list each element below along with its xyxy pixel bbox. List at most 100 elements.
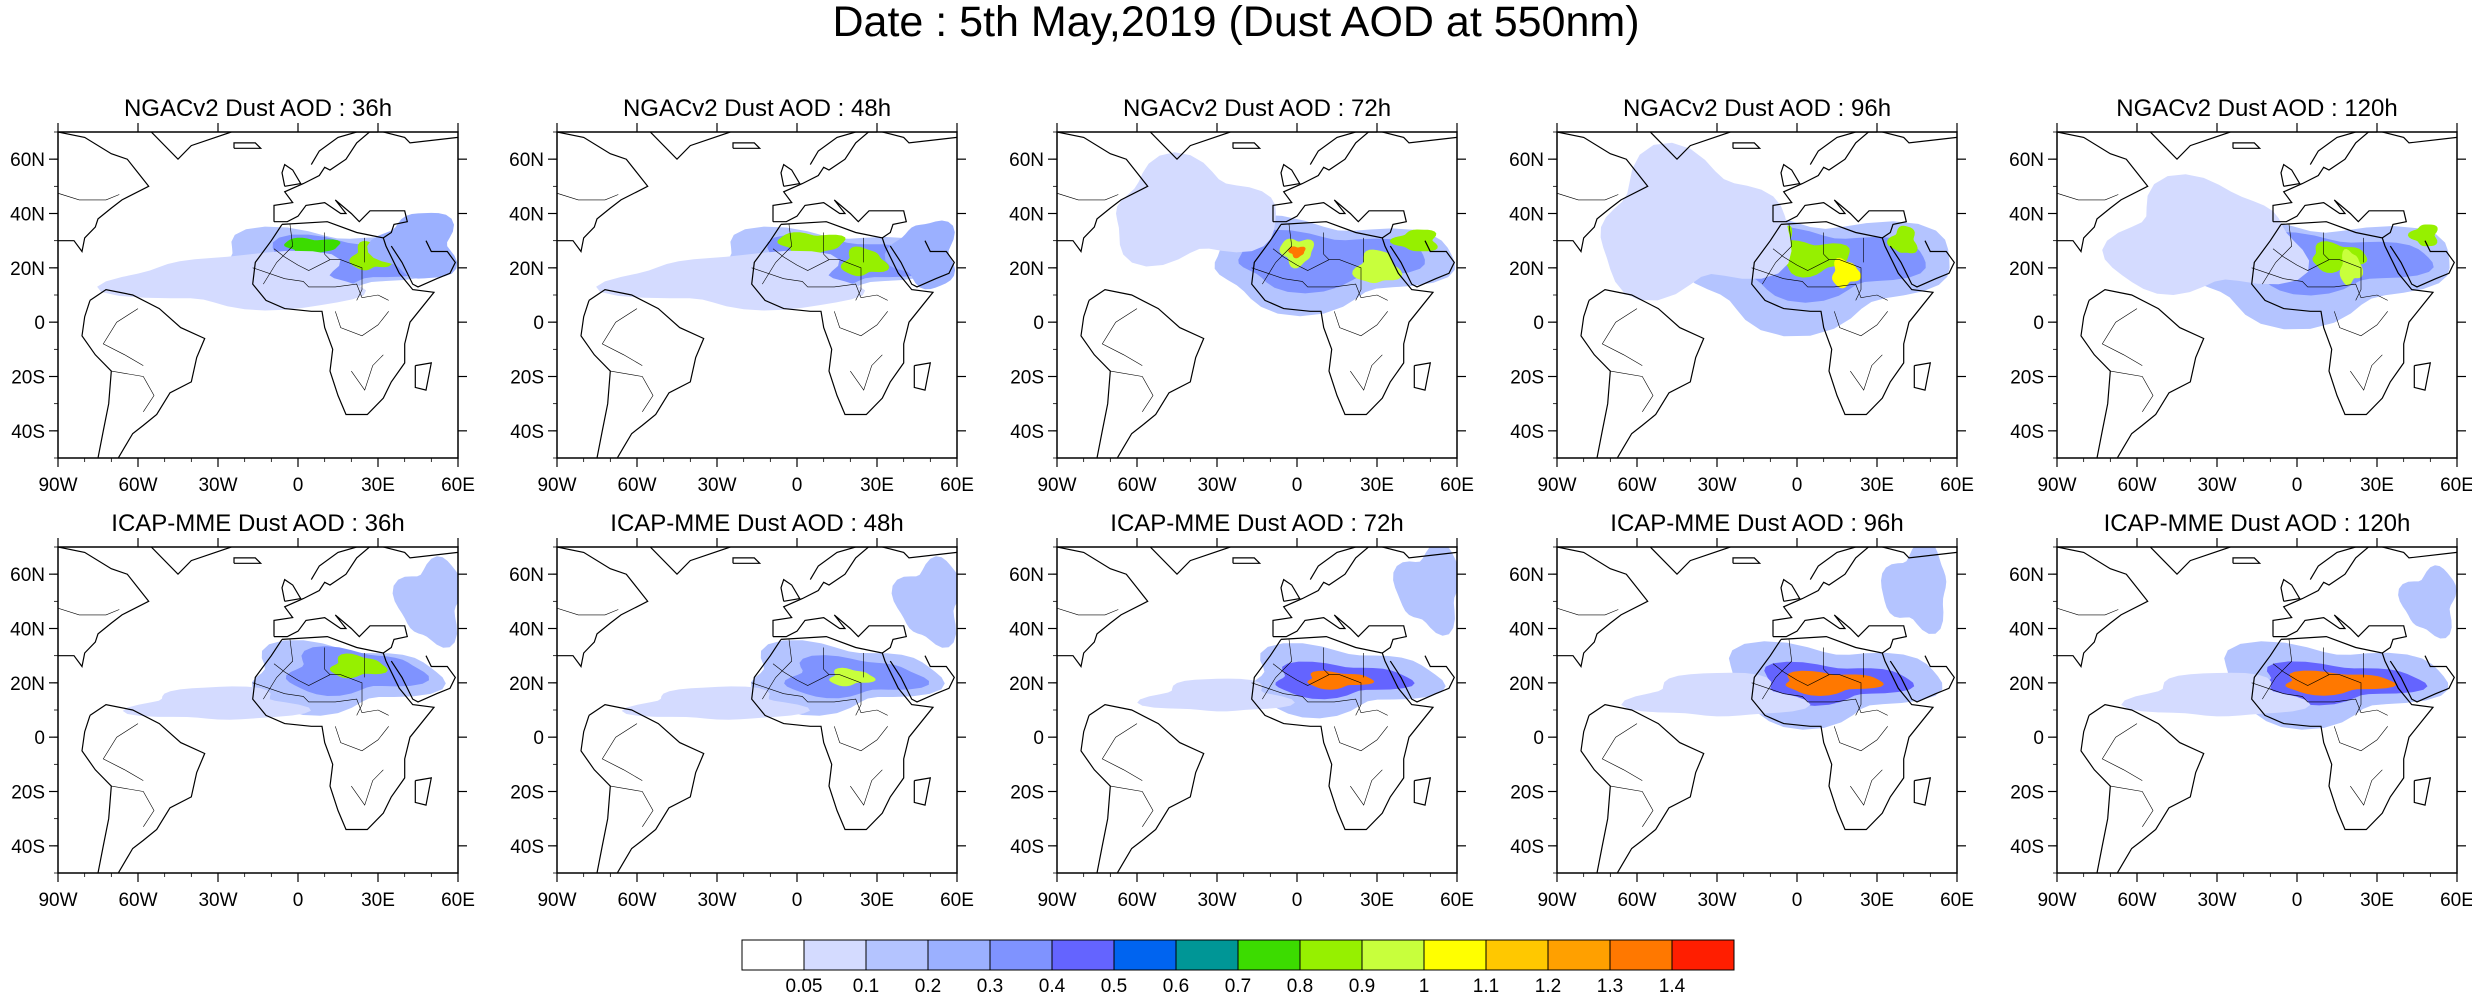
coastline [1389,240,1455,288]
colorbar-swatch [1361,939,1425,971]
y-tick-label: 20N [10,259,45,280]
y-tick-label: 20N [2009,259,2044,280]
country-border [1834,726,1888,752]
coastline [58,132,150,253]
country-border [1262,224,1293,285]
coastline [390,240,456,288]
coastline [1580,288,1705,458]
coastline [1232,557,1262,564]
coastline [2280,578,2301,602]
coastline [273,132,458,222]
country-border [823,647,830,675]
country-border [111,370,155,412]
colorbar-label: 0.5 [1101,976,1127,995]
y-tick-label: 20S [1010,783,1044,804]
x-tick-label: 60E [2440,890,2472,911]
y-tick-label: 0 [1533,313,1544,334]
coastline [557,547,649,668]
panel-title: NGACv2 Dust AOD : 36h [124,95,392,122]
dust-contour [891,556,957,648]
coastlines [1557,547,1957,873]
country-border [1251,267,1388,301]
coastline [1272,547,1457,637]
colorbar-label: 0.05 [786,976,823,995]
dust-contour [777,232,846,257]
x-tick-label: 60E [940,475,974,496]
coastline [2280,163,2301,187]
country-border [58,192,120,201]
country-border [1323,647,1330,675]
x-tick-label: 60E [1440,475,1474,496]
x-tick-label: 30W [2197,890,2236,911]
x-tick-label: 60W [2117,890,2156,911]
country-border [1057,192,1119,201]
y-tick-label: 60N [10,150,45,171]
y-tick-label: 40S [510,422,544,443]
coastlines [1057,132,1457,458]
coastline [1649,547,1731,576]
dust-aod-field [2121,565,2457,730]
y-tick-label: 20N [1009,259,1044,280]
country-border [1850,354,1883,391]
coastline [557,132,649,253]
country-border [610,785,654,827]
coastline [1649,132,1731,161]
coastline [732,557,762,564]
country-border [834,311,888,337]
country-border [324,647,331,675]
y-tick-label: 60N [10,565,45,586]
y-tick-label: 0 [34,313,45,334]
x-tick-label: 90W [2037,890,2076,911]
coastline [2413,777,2432,806]
map-panel: NGACv2 Dust AOD : 36h 90W 60W 30W 0 30E 60E 60N… [10,95,475,496]
coastline [252,221,436,416]
coastline [1149,547,1231,576]
coastline [580,703,705,873]
coastline [2149,547,2231,576]
country-border [335,726,389,752]
colorbar-swatch [1671,939,1735,971]
x-tick-label: 60E [441,475,475,496]
x-tick-label: 0 [293,890,304,911]
country-border [2350,354,2383,391]
coastline [233,142,263,149]
country-border [850,769,883,806]
country-border [1762,639,1793,700]
coastline [1273,199,1408,239]
country-border [263,224,294,285]
y-tick-label: 20S [1510,368,1544,389]
coastlines [557,547,957,873]
coastline [1751,635,1935,831]
map-panel: ICAP-MME Dust AOD : 36h 90W 60W 30W 0 30E 60E 6… [10,510,475,911]
coastline [780,163,801,187]
map-panel: NGACv2 Dust AOD : 96h 90W 60W 30W 0 30E 60E 60N… [1509,95,1974,496]
coastlines [2057,132,2457,458]
colorbar-swatch [989,939,1053,971]
coastline [2413,362,2432,391]
coastline [274,614,409,654]
x-tick-label: 60E [1440,890,1474,911]
dust-contour [122,686,311,720]
coastline [1557,132,1649,253]
country-border [2057,192,2119,201]
country-border [1110,370,1154,412]
y-tick-label: 40N [1509,620,1544,641]
coastline [310,547,378,580]
dust-contour [2339,249,2364,286]
coastline [1057,132,1149,253]
x-tick-label: 60W [1117,890,1156,911]
map-panel: ICAP-MME Dust AOD : 120h 90W 60W 30W 0 30E 60E… [2009,510,2472,911]
dust-contour [1389,229,1438,252]
country-border [1850,769,1883,806]
country-border [1834,311,1888,337]
country-border [1350,769,1383,806]
country-border [751,682,888,716]
x-tick-label: 0 [1792,475,1803,496]
y-tick-label: 40N [1009,620,1044,641]
coastline [1057,547,1149,668]
dust-aod-field [1600,142,1950,337]
y-tick-label: 40N [1509,205,1544,226]
map-panel: ICAP-MME Dust AOD : 48h 90W 60W 30W 0 30E 60E 6… [509,510,974,911]
dust-contour [1832,257,1862,289]
panel-title: ICAP-MME Dust AOD : 36h [111,510,404,537]
